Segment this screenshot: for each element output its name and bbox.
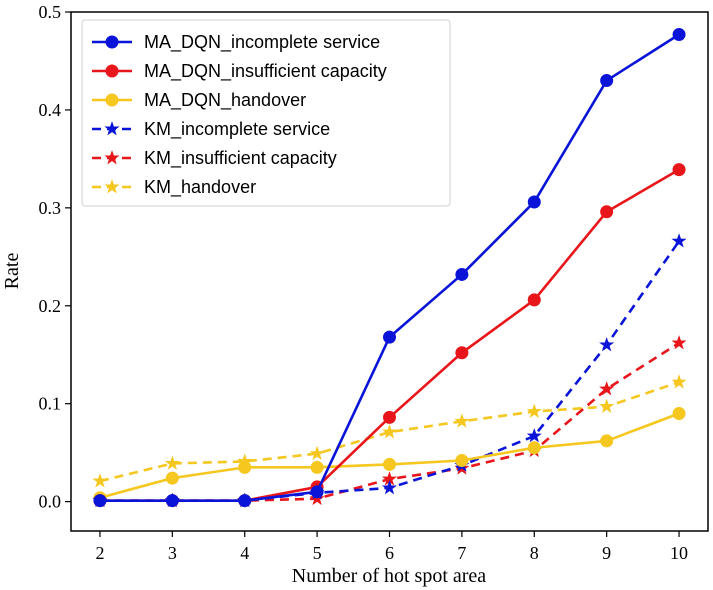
legend-label: MA_DQN_insufficient capacity [144, 61, 387, 82]
x-tick-label: 6 [385, 543, 394, 563]
legend-label: KM_insufficient capacity [144, 148, 337, 169]
x-tick-label: 4 [240, 543, 249, 563]
data-point [165, 494, 179, 508]
data-point [527, 195, 541, 209]
data-point [309, 445, 325, 461]
x-tick-label: 5 [313, 543, 322, 563]
data-point [671, 233, 687, 248]
data-point [672, 163, 686, 177]
legend-marker [104, 179, 120, 194]
data-point [600, 434, 614, 448]
x-tick-label: 7 [457, 543, 466, 563]
y-tick-label: 0.5 [39, 2, 62, 22]
data-point [92, 473, 108, 488]
data-point [672, 406, 686, 420]
legend-marker [105, 93, 119, 107]
data-point [381, 424, 398, 439]
data-point [671, 335, 687, 350]
series-solid-0 [93, 28, 686, 508]
y-axis-ticks: 0.0 0.1 0.2 0.3 0.4 0.5 [39, 2, 71, 512]
y-tick-label: 0.1 [39, 394, 62, 414]
legend: MA_DQN_incomplete service MA_DQN_insuffic… [81, 19, 451, 207]
legend-box [81, 19, 451, 207]
legend-marker [104, 121, 120, 136]
legend-label: KM_handover [144, 177, 256, 198]
data-point [93, 494, 107, 508]
data-point [383, 330, 396, 344]
data-point [310, 460, 324, 474]
legend-label: KM_incomplete service [144, 119, 330, 140]
y-axis-label: Rate [1, 253, 23, 290]
x-axis-ticks: 2 3 4 5 6 7 8 9 10 [95, 531, 688, 563]
x-tick-label: 3 [168, 543, 177, 563]
legend-label: MA_DQN_incomplete service [144, 32, 380, 53]
legend-item: KM_handover [92, 177, 256, 198]
data-point [164, 455, 180, 470]
legend-marker [105, 35, 119, 49]
data-point [671, 374, 687, 389]
y-tick-label: 0.0 [39, 492, 62, 512]
legend-item: MA_DQN_handover [92, 90, 306, 111]
data-point [310, 485, 324, 499]
data-point [599, 398, 615, 414]
series-line [99, 380, 680, 483]
legend-marker [104, 150, 120, 165]
x-tick-label: 8 [530, 543, 539, 563]
data-point [526, 403, 542, 418]
legend-marker [105, 64, 119, 78]
data-point [600, 74, 614, 88]
x-tick-label: 9 [602, 543, 611, 563]
data-point [165, 471, 179, 485]
data-point [381, 479, 398, 495]
data-point [455, 453, 469, 467]
data-point [599, 381, 615, 396]
data-point [600, 205, 614, 219]
data-point [527, 441, 541, 455]
data-point [455, 346, 469, 360]
y-tick-label: 0.3 [39, 198, 62, 218]
data-point [238, 494, 252, 508]
data-point [599, 337, 615, 352]
data-point [383, 410, 396, 424]
data-point [455, 267, 469, 281]
x-tick-label: 10 [670, 543, 688, 563]
x-axis-label: Number of hot spot area [292, 565, 487, 587]
data-point [238, 460, 252, 474]
data-point [454, 413, 470, 428]
y-tick-label: 0.2 [39, 296, 62, 316]
legend-label: MA_DQN_handover [144, 90, 306, 111]
series-dashed-5 [92, 374, 687, 488]
series-solid-2 [93, 406, 686, 505]
legend-item: MA_DQN_insufficient capacity [92, 61, 387, 82]
series-layer [92, 28, 687, 508]
legend-item: KM_insufficient capacity [92, 148, 337, 169]
x-tick-label: 2 [95, 543, 104, 563]
legend-item: MA_DQN_incomplete service [92, 32, 380, 53]
data-point [672, 28, 686, 42]
data-point [383, 457, 396, 471]
y-tick-label: 0.4 [39, 100, 62, 120]
legend-item: KM_incomplete service [92, 119, 330, 140]
data-point [526, 428, 542, 443]
data-point [527, 293, 541, 307]
